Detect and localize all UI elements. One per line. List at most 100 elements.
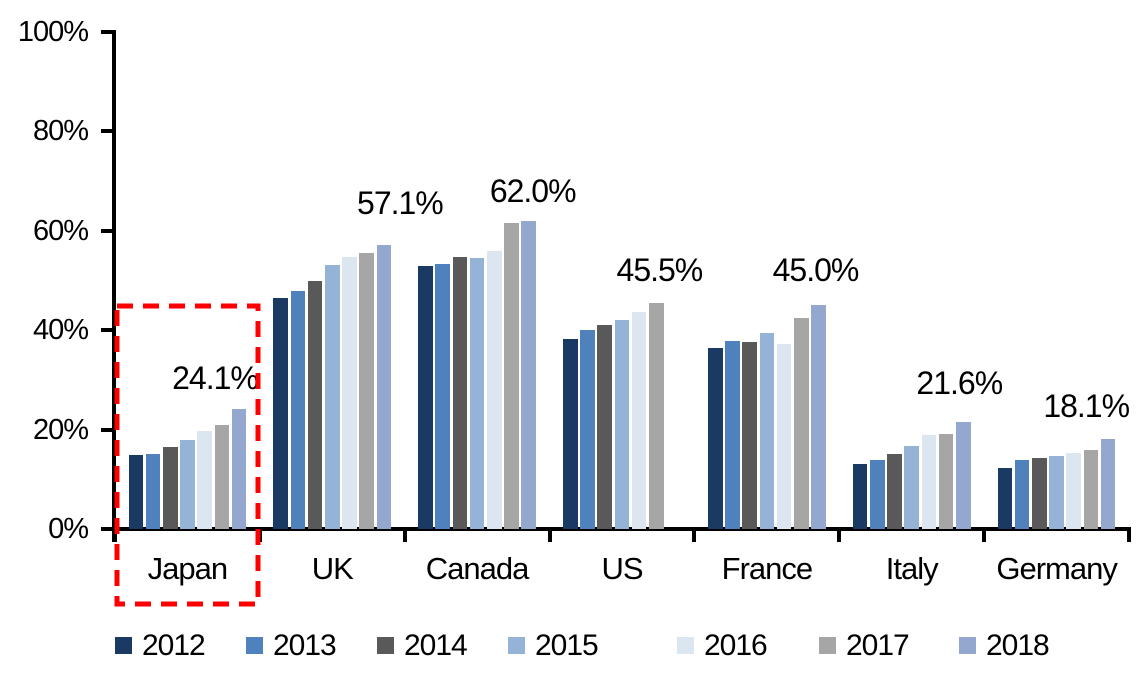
bar-france-2015 <box>759 333 775 529</box>
y-tick <box>101 129 115 134</box>
legend-label: 2012 <box>142 629 206 662</box>
legend-label: 2017 <box>846 629 910 662</box>
x-axis-label-canada: Canada <box>425 551 530 586</box>
bar-italy-2018 <box>956 421 971 529</box>
legend-label: 2014 <box>404 629 468 662</box>
y-axis-label: 80% <box>32 115 89 148</box>
x-tick <box>402 529 407 542</box>
y-axis-label: 100% <box>17 16 89 48</box>
bar-germany-2017 <box>1083 450 1099 529</box>
bar-italy-2014 <box>887 454 902 529</box>
bar-germany-2016 <box>1066 453 1082 529</box>
bar-japan-2016 <box>197 430 212 529</box>
bar-value-label: 57.1% <box>357 185 444 222</box>
x-tick <box>257 529 262 542</box>
bar-japan-2014 <box>162 447 178 529</box>
x-tick <box>692 529 697 542</box>
bar-uk-2017 <box>359 253 374 529</box>
bar-france-2016 <box>776 343 792 529</box>
x-axis-label-germany: Germany <box>996 551 1117 586</box>
bar-value-label: 21.6% <box>916 364 1003 401</box>
legend-item-2018: 2018 <box>959 626 1079 666</box>
bar-canada-2018 <box>521 220 537 529</box>
x-axis-line <box>111 527 1131 531</box>
y-tick <box>101 527 115 531</box>
legend-item-2015: 2015 <box>508 626 628 666</box>
x-tick <box>837 529 842 542</box>
bar-us-2015 <box>614 320 630 529</box>
bar-germany-2018 <box>1100 439 1116 529</box>
bar-japan-2018 <box>231 409 247 529</box>
y-axis-label: 60% <box>32 214 89 247</box>
bar-value-label: 18.1% <box>1043 388 1130 424</box>
bar-canada-2012 <box>418 266 433 529</box>
bar-uk-2016 <box>342 257 357 529</box>
bar-us-2014 <box>597 325 613 529</box>
bar-canada-2014 <box>452 257 468 529</box>
legend-item-2013: 2013 <box>246 626 366 666</box>
x-axis-label-japan: Japan <box>147 551 228 586</box>
bar-germany-2013 <box>1014 459 1030 529</box>
bar-uk-2015 <box>324 265 340 529</box>
y-tick <box>101 328 115 333</box>
bar-uk-2013 <box>290 291 306 529</box>
bar-france-2012 <box>707 347 723 529</box>
bar-uk-2012 <box>273 297 288 529</box>
y-tick <box>101 228 115 233</box>
y-axis-line <box>112 30 116 542</box>
bar-uk-2018 <box>376 245 392 529</box>
bar-us-2016 <box>631 312 647 529</box>
bar-us-2012 <box>563 339 578 529</box>
bar-italy-2012 <box>852 463 868 529</box>
bar-italy-2016 <box>921 435 937 529</box>
bar-france-2014 <box>742 341 757 529</box>
y-tick <box>101 427 115 432</box>
legend: 2012 2013 2014 2015 2016 2017 2018 <box>0 626 1142 666</box>
legend-label: 2018 <box>986 629 1050 662</box>
bar-value-label: 62.0% <box>489 172 577 209</box>
legend-swatch <box>508 637 525 654</box>
legend-swatch <box>819 637 836 654</box>
bar-japan-2017 <box>214 424 230 529</box>
bar-france-2018 <box>811 305 826 529</box>
bar-italy-2017 <box>938 434 954 529</box>
y-axis-label: 0% <box>48 513 89 545</box>
x-tick <box>1127 529 1131 542</box>
bar-germany-2015 <box>1049 455 1064 529</box>
bar-germany-2012 <box>997 467 1013 529</box>
legend-swatch <box>115 637 132 654</box>
bar-france-2013 <box>725 341 740 529</box>
bar-uk-2014 <box>307 280 323 529</box>
bar-us-2017 <box>649 302 664 529</box>
legend-item-2016: 2016 <box>677 626 797 666</box>
bar-us-2013 <box>580 330 595 529</box>
legend-label: 2013 <box>273 629 337 662</box>
bar-value-label: 45.0% <box>772 252 860 289</box>
legend-swatch <box>377 637 394 654</box>
bar-japan-2015 <box>180 439 195 529</box>
bar-canada-2013 <box>435 264 451 529</box>
x-axis-label-france: France <box>721 551 813 586</box>
x-tick <box>113 529 117 542</box>
x-axis-label-uk: UK <box>311 551 354 586</box>
legend-swatch <box>246 637 263 654</box>
legend-label: 2015 <box>535 629 599 662</box>
x-axis-label-us: US <box>601 551 643 586</box>
bar-value-label: 24.1% <box>172 360 259 397</box>
bar-france-2017 <box>793 318 809 529</box>
x-tick <box>547 529 552 542</box>
bar-value-label: 45.5% <box>616 251 704 288</box>
legend-swatch <box>677 637 694 654</box>
bar-italy-2013 <box>870 459 885 529</box>
y-axis-label: 40% <box>32 314 89 347</box>
bar-japan-2012 <box>128 455 144 529</box>
legend-item-2014: 2014 <box>377 626 497 666</box>
legend-label: 2016 <box>704 629 768 662</box>
y-axis-label: 20% <box>32 413 89 446</box>
x-axis-label-italy: Italy <box>885 551 939 586</box>
x-tick <box>982 529 987 542</box>
bar-canada-2015 <box>469 258 485 529</box>
bar-canada-2017 <box>504 222 519 529</box>
legend-item-2012: 2012 <box>115 626 235 666</box>
